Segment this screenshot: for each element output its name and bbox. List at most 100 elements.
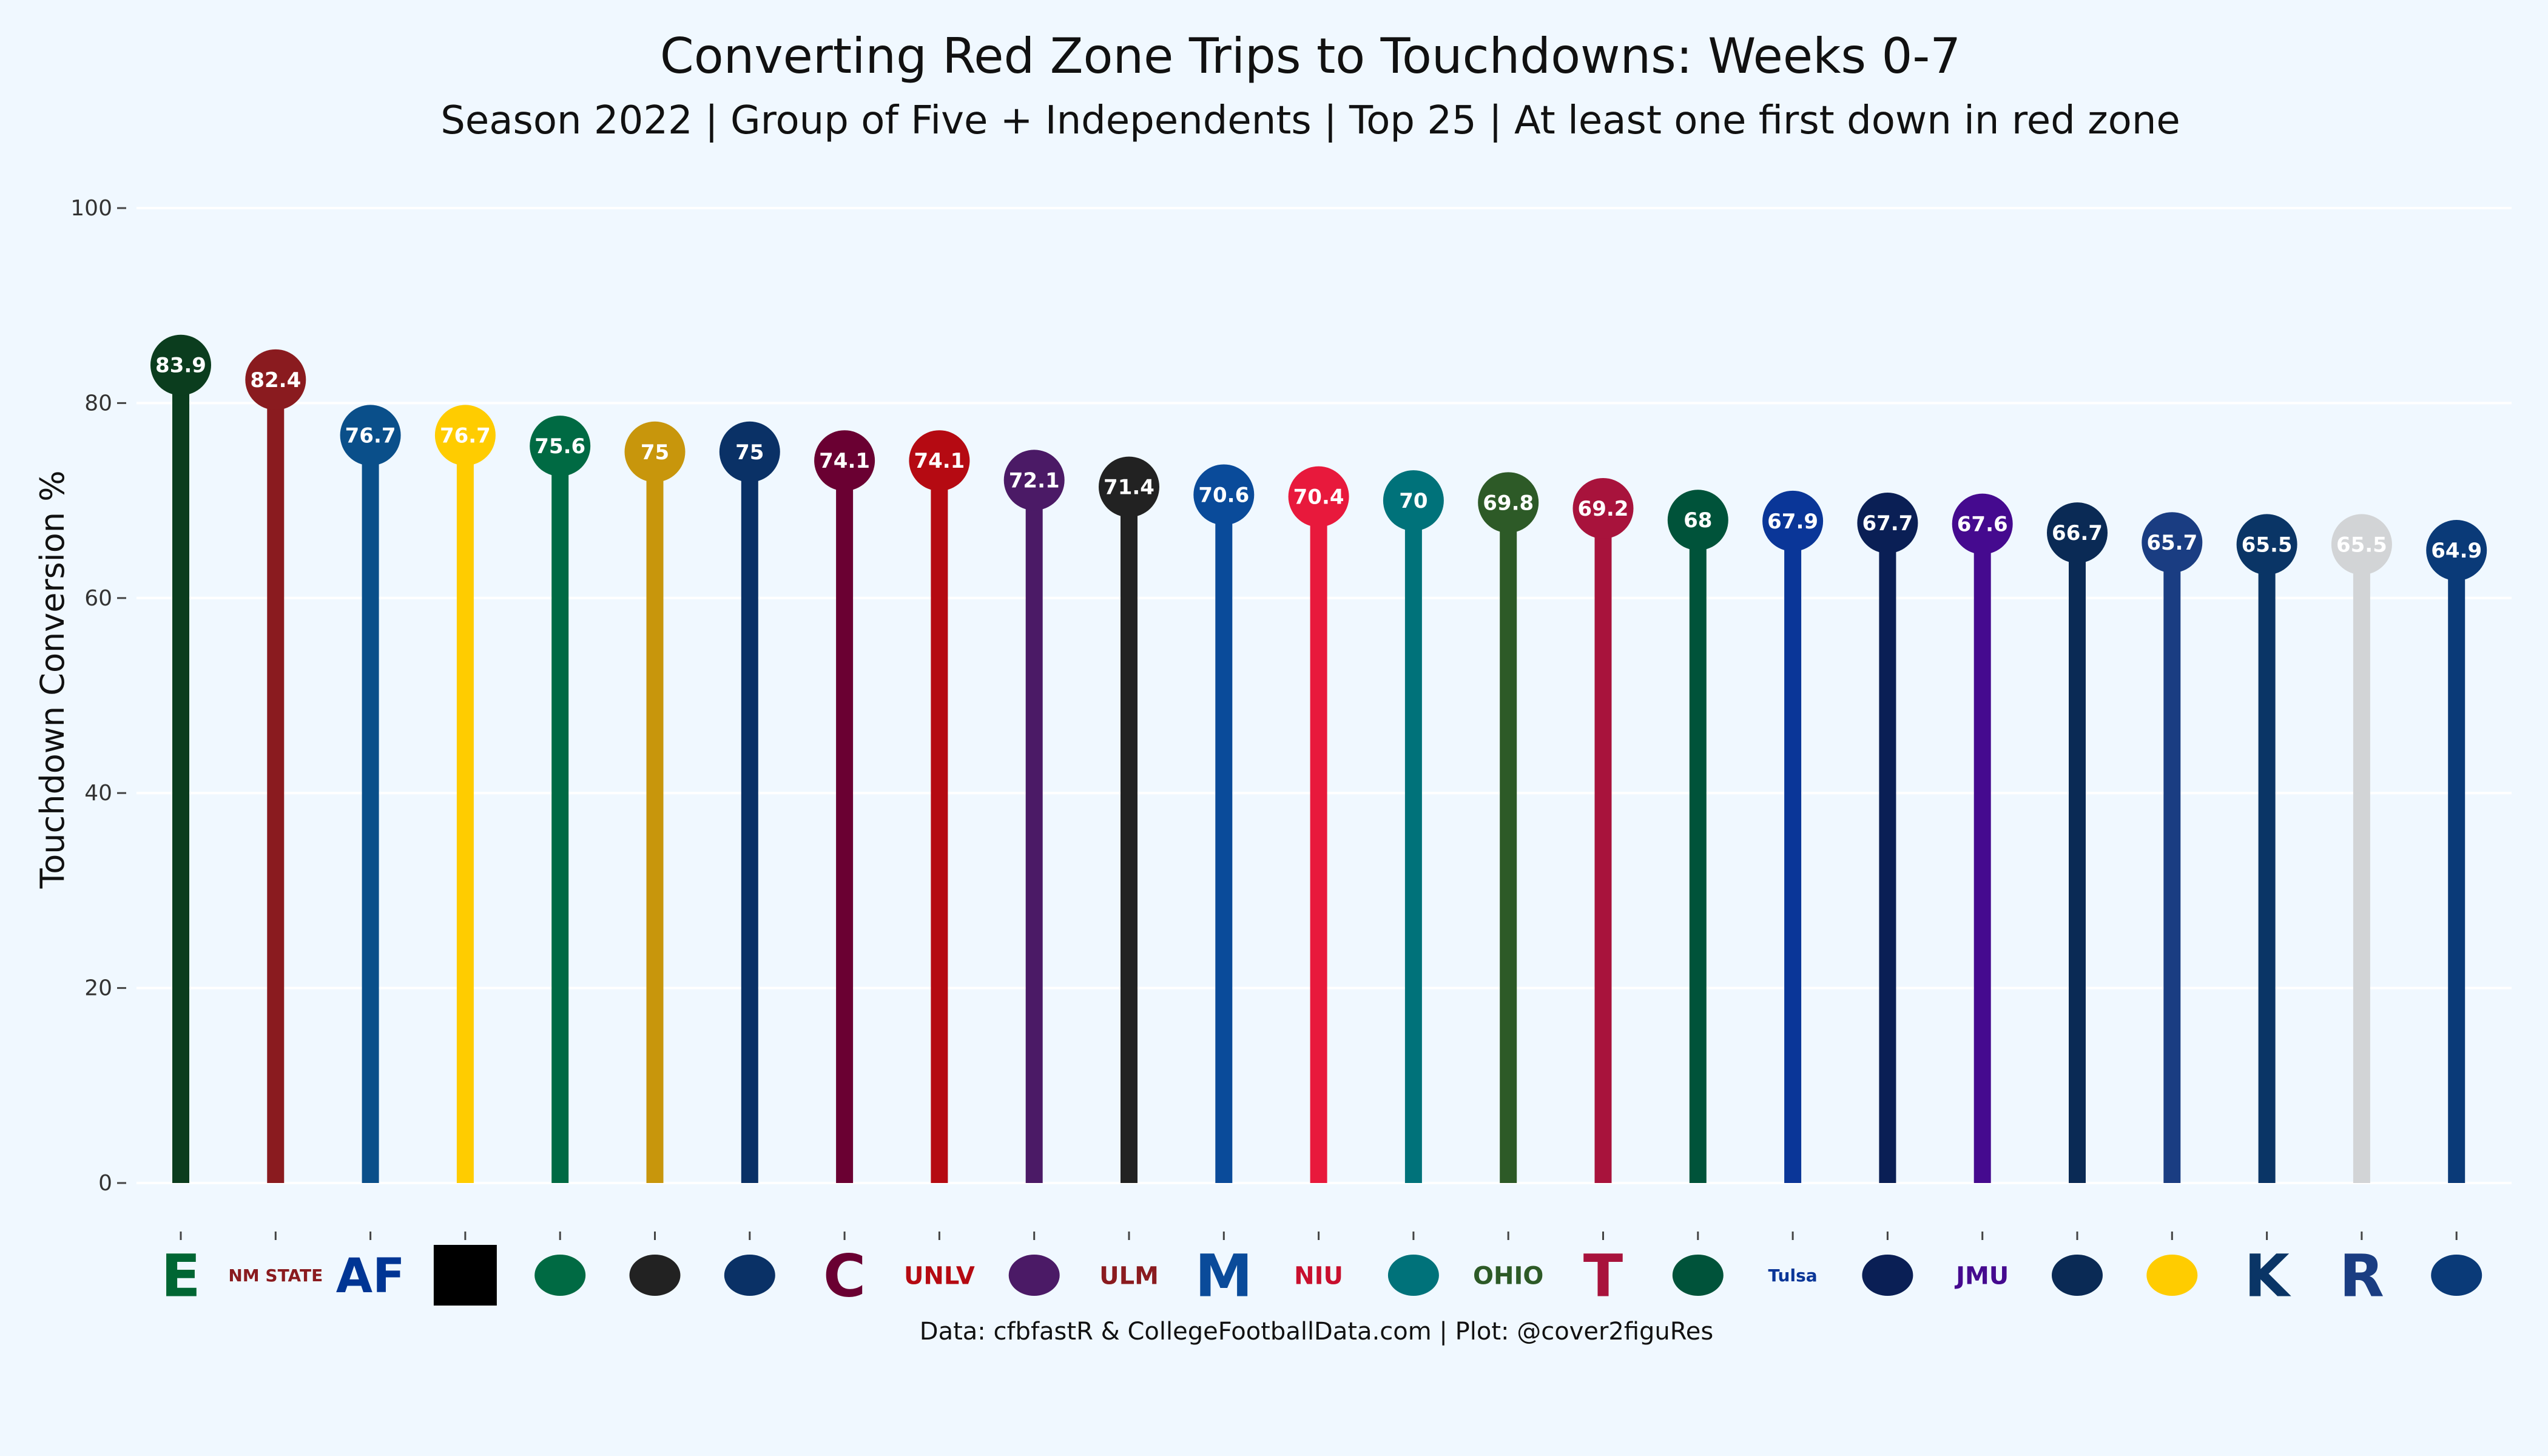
data-point <box>1762 490 1824 551</box>
temple-logo: T <box>1583 1242 1623 1310</box>
data-point <box>1099 456 1159 517</box>
data-label: 67.6 <box>1957 513 2008 537</box>
data-label: 68 <box>1684 508 1712 533</box>
logo-glyph: NM STATE <box>228 1266 323 1286</box>
southern-miss-logo <box>2146 1255 2198 1296</box>
chart-subtitle: Season 2022 | Group of Five + Independen… <box>440 98 2180 143</box>
air-force-logo: AF <box>336 1249 405 1304</box>
data-point <box>2331 514 2392 575</box>
data-label: 75.6 <box>534 434 585 459</box>
data-label: 75 <box>735 440 764 465</box>
logo-shape <box>1862 1255 1913 1296</box>
northern-illinois-logo: NIU <box>1294 1262 1343 1290</box>
y-tick-label: 20 <box>84 976 112 1001</box>
data-label: 83.9 <box>155 354 206 378</box>
data-point <box>814 430 875 491</box>
data-point <box>1952 493 2013 554</box>
tulsa-logo: Tulsa <box>1768 1266 1818 1286</box>
chart-title: Converting Red Zone Trips to Touchdowns:… <box>660 28 1961 84</box>
logo-shape <box>534 1255 586 1296</box>
data-point <box>2426 520 2487 581</box>
east-carolina-logo <box>1008 1255 1060 1296</box>
data-label: 67.9 <box>1767 510 1818 534</box>
data-point <box>1288 466 1349 527</box>
new-mexico-state-logo: NM STATE <box>228 1266 323 1286</box>
ul-monroe-logo: ULM <box>1099 1262 1159 1290</box>
y-tick-label: 80 <box>84 391 112 416</box>
y-tick-label: 0 <box>98 1171 112 1196</box>
kent-state-logo: K <box>2244 1242 2291 1310</box>
y-axis-ticks: 0 20 40 60 80 100 <box>70 196 126 1196</box>
data-label: 75 <box>641 440 669 465</box>
y-tick-label: 60 <box>84 586 112 611</box>
data-point <box>1003 450 1065 511</box>
central-michigan-logo: C <box>823 1242 866 1310</box>
coastal-carolina-logo <box>1387 1255 1439 1296</box>
logo-glyph: T <box>1583 1242 1623 1310</box>
data-label: 74.1 <box>914 449 965 473</box>
logo-glyph: R <box>2339 1242 2384 1310</box>
unlv-logo: UNLV <box>904 1262 975 1290</box>
data-point <box>530 416 591 477</box>
south-alabama-logo <box>1862 1255 1913 1296</box>
logo-glyph: NIU <box>1294 1262 1343 1290</box>
data-label: 70 <box>1399 489 1427 513</box>
logo-glyph: AF <box>336 1249 405 1304</box>
eastern-michigan-logo: E <box>161 1242 201 1310</box>
data-point <box>2236 514 2297 575</box>
data-point <box>1857 493 1918 554</box>
data-label: 66.7 <box>2052 521 2103 545</box>
logo-glyph: C <box>823 1242 866 1310</box>
data-label: 74.1 <box>819 449 870 473</box>
data-label: 69.2 <box>1578 497 1629 521</box>
data-point <box>1193 464 1255 525</box>
data-label: 76.7 <box>440 423 491 448</box>
data-label: 65.5 <box>2242 533 2293 557</box>
missing-logo <box>433 1245 497 1306</box>
data-label: 70.4 <box>1293 485 1344 510</box>
y-tick-label: 100 <box>70 196 112 221</box>
georgia-southern-logo <box>2431 1255 2482 1296</box>
logo-shape <box>2052 1255 2103 1296</box>
logo-box <box>433 1245 497 1306</box>
logo-glyph: JMU <box>1954 1262 2009 1290</box>
data-label: 64.9 <box>2431 539 2482 563</box>
data-label: 65.7 <box>2146 531 2197 555</box>
rice-logo: R <box>2339 1242 2384 1310</box>
data-point <box>624 421 686 482</box>
data-point <box>1383 470 1444 531</box>
dot-layer <box>150 334 2487 581</box>
ohio-logo: OHIO <box>1473 1262 1543 1290</box>
logo-layer: E NM STATE AF C UNLV ULM M NIU OHIO T Tulsa JMU K R <box>161 1232 2482 1310</box>
data-label: 67.7 <box>1862 511 1913 536</box>
data-point <box>2047 502 2108 564</box>
logo-glyph: OHIO <box>1473 1262 1543 1290</box>
chart-caption: Data: cfbfastR & CollegeFootballData.com… <box>920 1318 1713 1346</box>
james-madison-logo: JMU <box>1954 1262 2009 1290</box>
logo-glyph: K <box>2244 1242 2291 1310</box>
y-axis-label: Touchdown Conversion % <box>33 470 72 889</box>
logo-glyph: E <box>161 1242 201 1310</box>
data-point <box>150 334 211 396</box>
data-label: 76.7 <box>345 423 396 448</box>
data-point <box>245 349 306 410</box>
y-tick-label: 40 <box>84 781 112 806</box>
data-label: 72.1 <box>1009 468 1060 493</box>
data-label: 82.4 <box>250 368 301 393</box>
logo-glyph: Tulsa <box>1768 1266 1818 1286</box>
memphis-logo: M <box>1195 1242 1253 1310</box>
logo-glyph: UNLV <box>904 1262 975 1290</box>
data-point <box>1572 477 1634 539</box>
utsa-logo <box>2052 1255 2103 1296</box>
logo-shape <box>1387 1255 1439 1296</box>
logo-shape <box>2431 1255 2482 1296</box>
tulane-logo <box>534 1255 586 1296</box>
south-florida-logo <box>1672 1255 1724 1296</box>
data-point <box>1667 490 1728 551</box>
logo-glyph: ULM <box>1099 1262 1159 1290</box>
value-label-layer: 83.9 82.4 76.7 76.7 75.6 75 75 74.1 74.1 72.1 71.4… <box>155 354 2482 563</box>
data-label: 65.5 <box>2336 533 2387 557</box>
data-point <box>1478 472 1539 533</box>
data-point <box>2142 512 2203 573</box>
data-point <box>340 405 401 466</box>
